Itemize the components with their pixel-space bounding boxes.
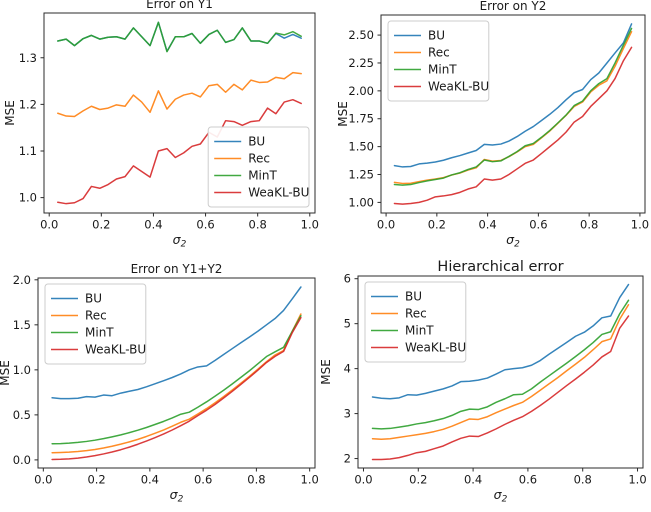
y-tick-label: 1.5 [13, 318, 31, 332]
y-axis-label: MSE [336, 101, 350, 127]
x-tick-label: 0.8 [580, 218, 598, 232]
x-tick-label: 0.4 [464, 473, 482, 487]
x-tick-label: 0.8 [574, 473, 592, 487]
chart-error-on-y1: 0.0 0.2 0.4 0.6 0.8 1.0 1.0 1.1 1.2 1.3 Error on Y… [3, 0, 319, 250]
y-tick-label: 1.50 [348, 140, 374, 154]
legend-label-weakl-bu: WeaKL-BU [248, 186, 309, 200]
series-line-mint [57, 21, 302, 53]
x-tick-label: 0.8 [247, 473, 265, 487]
legend: BU Rec MinT WeaKL-BU [207, 126, 310, 208]
series-line-bu [51, 286, 302, 400]
y-tick-label: 1.00 [348, 195, 374, 209]
legend: BU Rec MinT WeaKL-BU [387, 20, 490, 102]
x-tick-label: 0.6 [194, 473, 212, 487]
chart-error-on-y1-plus-y2: 0.0 0.2 0.4 0.6 0.8 1.0 0.0 0.5 1.0 1.5 2.0 Error o… [0, 262, 319, 505]
legend-label-mint: MinT [428, 63, 457, 77]
y-tick-label: 1.75 [348, 112, 374, 126]
x-tick-label: 0.4 [141, 473, 159, 487]
legend-box [387, 20, 490, 102]
x-tick-label: 0.0 [34, 473, 52, 487]
legend-box [364, 281, 467, 363]
y-tick-label: 0.5 [13, 408, 31, 422]
legend-label-bu: BU [428, 29, 445, 43]
chart-title: Error on Y2 [480, 0, 547, 13]
x-tick-label: 1.0 [628, 473, 646, 487]
legend-box [207, 126, 310, 208]
series-line-mint [393, 27, 633, 186]
x-tick-label: 0.6 [529, 218, 547, 232]
y-tick-label: 5 [344, 317, 351, 331]
x-tick-label: 0.8 [249, 218, 267, 232]
series-line-mint [51, 315, 302, 445]
y-tick-label: 1.3 [19, 51, 37, 65]
series-line-weakl-bu [371, 315, 630, 461]
legend: BU Rec MinT WeaKL-BU [44, 283, 147, 365]
series-line-mint [371, 299, 630, 430]
series-line-weakl-bu [57, 98, 302, 205]
y-tick-label: 1.0 [19, 191, 37, 205]
y-tick-label: 6 [344, 272, 351, 286]
legend-label-rec: Rec [428, 46, 450, 60]
x-tick-label: 0.2 [409, 473, 427, 487]
y-tick-label: 1.2 [19, 97, 37, 111]
legend-label-mint: MinT [405, 324, 434, 338]
y-tick-label: 1.25 [348, 168, 374, 182]
y-tick-label: 1.0 [13, 363, 31, 377]
x-tick-label: 1.0 [301, 218, 319, 232]
x-tick-label: 0.0 [354, 473, 372, 487]
y-tick-label: 0.0 [13, 453, 31, 467]
x-tick-label: 1.0 [301, 473, 319, 487]
series-line-weakl-bu [51, 316, 302, 461]
legend-box [44, 283, 147, 365]
series-line-bu [371, 283, 630, 400]
x-tick-label: 1.0 [631, 218, 649, 232]
series-line-rec [371, 304, 630, 440]
x-tick-label: 0.2 [428, 218, 446, 232]
y-tick-label: 2 [344, 452, 351, 466]
legend-label-rec: Rec [85, 309, 107, 323]
legend-label-mint: MinT [85, 326, 114, 340]
x-axis-label: σ2 [494, 487, 508, 505]
legend-label-mint: MinT [248, 169, 277, 183]
y-tick-label: 2.0 [13, 273, 31, 287]
chart-error-on-y2: 0.0 0.2 0.4 0.6 0.8 1.0 1.00 1.25 1.50 1.75 2.00 2.… [336, 0, 649, 250]
x-tick-label: 0.6 [519, 473, 537, 487]
x-axis-label: σ2 [506, 232, 520, 250]
series-line-bu [393, 23, 633, 168]
y-axis-label: MSE [3, 100, 17, 126]
y-axis-label: MSE [319, 359, 333, 385]
series-line-weakl-bu [393, 46, 633, 205]
legend-label-weakl-bu: WeaKL-BU [428, 80, 489, 94]
y-tick-label: 2.00 [348, 84, 374, 98]
x-axis-label: σ2 [170, 487, 184, 505]
x-axis-label: σ2 [173, 232, 187, 250]
y-tick-label: 3 [344, 407, 351, 421]
chart-title: Error on Y1+Y2 [131, 262, 223, 276]
legend-label-weakl-bu: WeaKL-BU [405, 341, 466, 355]
x-tick-label: 0.0 [40, 218, 58, 232]
chart-title: Hierarchical error [437, 259, 563, 275]
x-tick-label: 0.2 [92, 218, 110, 232]
y-tick-label: 4 [344, 362, 351, 376]
x-tick-label: 0.0 [377, 218, 395, 232]
x-tick-label: 0.4 [478, 218, 496, 232]
x-tick-label: 0.6 [196, 218, 214, 232]
x-tick-label: 0.4 [144, 218, 162, 232]
legend-label-rec: Rec [248, 152, 270, 166]
y-tick-label: 1.1 [19, 144, 37, 158]
chart-hierarchical-error: 0.0 0.2 0.4 0.6 0.8 1.0 2 3 4 5 6 Hierarchical erro… [319, 259, 647, 505]
legend-label-weakl-bu: WeaKL-BU [85, 343, 146, 357]
legend: BU Rec MinT WeaKL-BU [364, 281, 467, 363]
legend-label-bu: BU [85, 292, 102, 306]
legend-label-bu: BU [405, 290, 422, 304]
x-tick-label: 0.2 [87, 473, 105, 487]
legend-label-rec: Rec [405, 307, 427, 321]
series-line-rec [57, 71, 302, 118]
y-axis-label: MSE [0, 360, 12, 386]
y-tick-label: 2.25 [348, 56, 374, 70]
chart-title: Error on Y1 [146, 0, 213, 11]
legend-label-bu: BU [248, 135, 265, 149]
y-tick-label: 2.50 [348, 28, 374, 42]
